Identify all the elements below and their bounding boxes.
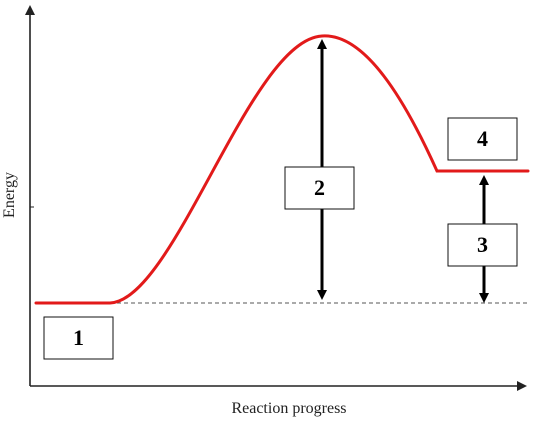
label-reactants-text: 1	[73, 325, 84, 350]
label-reaction-energy-text: 3	[477, 232, 488, 257]
x-axis-label: Reaction progress	[231, 400, 346, 417]
label-box-activation-energy[interactable]: 2	[284, 166, 355, 210]
label-products-text: 4	[477, 126, 488, 151]
energy-profile-curve	[34, 34, 530, 305]
label-box-reactants[interactable]: 1	[43, 316, 114, 360]
label-box-products[interactable]: 4	[447, 117, 518, 161]
y-axis-label: Energy	[1, 172, 18, 218]
label-activation-energy-text: 2	[314, 175, 325, 200]
label-box-reaction-energy[interactable]: 3	[447, 223, 518, 267]
